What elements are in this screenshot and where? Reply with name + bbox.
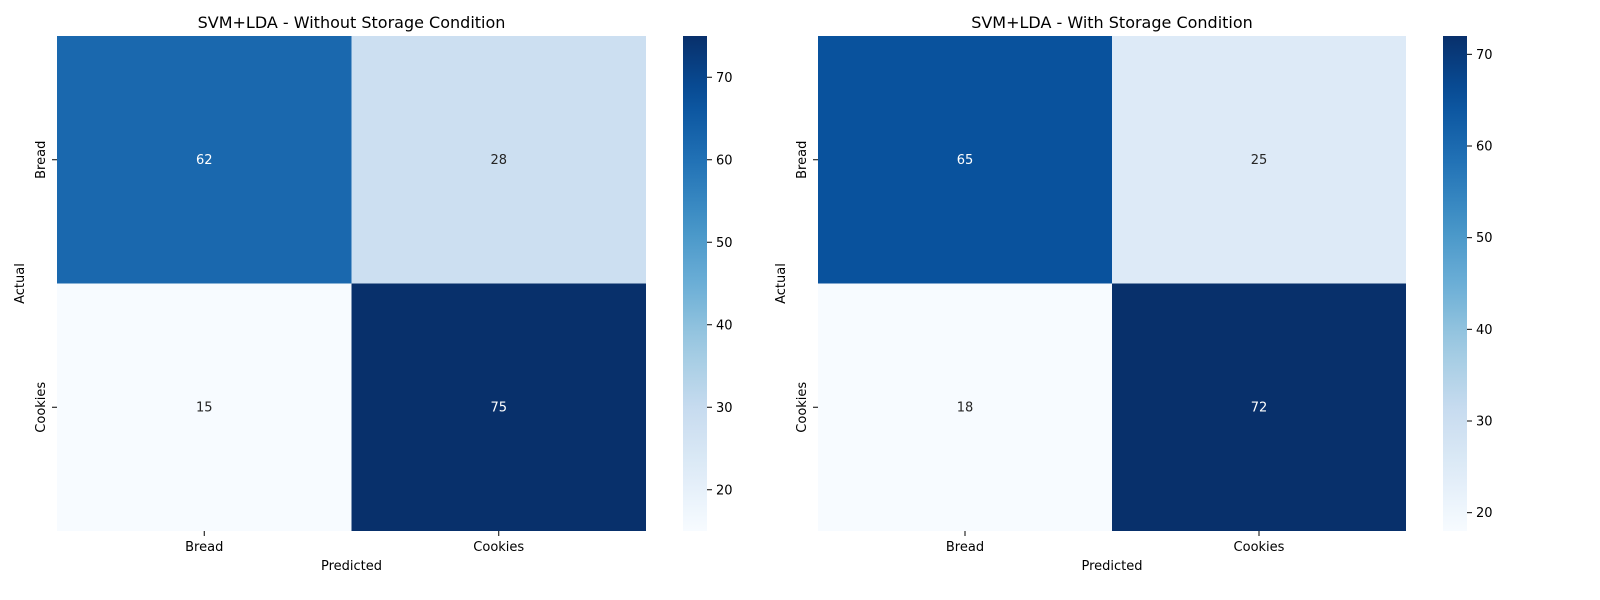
y-tick-label: Bread <box>795 141 810 179</box>
colorbar-tick-label: 30 <box>1476 415 1493 430</box>
colorbar <box>1443 36 1467 531</box>
y-tick-label: Cookies <box>34 382 49 433</box>
colorbar-tick-label: 70 <box>716 71 733 86</box>
heatmap-cell <box>57 283 352 531</box>
heatmap-cell <box>57 36 352 284</box>
x-tick-label: Bread <box>946 540 984 555</box>
colorbar-tick-label: 20 <box>716 483 733 498</box>
x-tick-label: Bread <box>185 540 223 555</box>
heatmap-cell <box>351 283 646 531</box>
cell-annotation: 18 <box>957 400 974 415</box>
cell-annotation: 75 <box>490 400 507 415</box>
colorbar-tick-label: 30 <box>716 401 733 416</box>
heatmap-cell <box>351 36 646 284</box>
colorbar-tick-label: 50 <box>1476 231 1493 246</box>
chart-title: SVM+LDA - Without Storage Condition <box>198 13 506 32</box>
colorbar-tick-label: 50 <box>716 236 733 251</box>
colorbar <box>683 36 707 531</box>
y-axis-label: Actual <box>774 263 789 304</box>
x-axis-label: Predicted <box>1081 559 1142 574</box>
heatmap-cell <box>818 36 1112 284</box>
heatmap-cell <box>818 283 1112 531</box>
colorbar-tick-label: 20 <box>1476 506 1493 521</box>
x-axis-label: Predicted <box>321 559 382 574</box>
x-tick-label: Cookies <box>473 540 524 555</box>
heatmap-panel-2: 65 25 18 72 SVM+LDA - With Storage Condition… <box>774 13 1493 574</box>
chart-title: SVM+LDA - With Storage Condition <box>971 13 1253 32</box>
y-tick-label: Bread <box>34 141 49 179</box>
cell-annotation: 28 <box>490 153 507 168</box>
heatmap-panel-1: 62 28 15 75 SVM+LDA - Without Storage Condit… <box>13 13 733 574</box>
colorbar-tick-label: 40 <box>1476 323 1493 338</box>
x-tick-label: Cookies <box>1234 540 1285 555</box>
heatmap-cell <box>1112 36 1406 284</box>
y-tick-label: Cookies <box>795 382 810 433</box>
cell-annotation: 15 <box>196 400 213 415</box>
cell-annotation: 65 <box>957 153 974 168</box>
colorbar-tick-label: 40 <box>716 318 733 333</box>
colorbar-tick-label: 70 <box>1476 48 1493 63</box>
cell-annotation: 62 <box>196 153 213 168</box>
colorbar-tick-label: 60 <box>1476 140 1493 155</box>
cell-annotation: 72 <box>1251 400 1268 415</box>
y-axis-label: Actual <box>13 263 28 304</box>
colorbar-tick-label: 60 <box>716 153 733 168</box>
heatmap-cell <box>1112 283 1406 531</box>
cell-annotation: 25 <box>1251 153 1268 168</box>
